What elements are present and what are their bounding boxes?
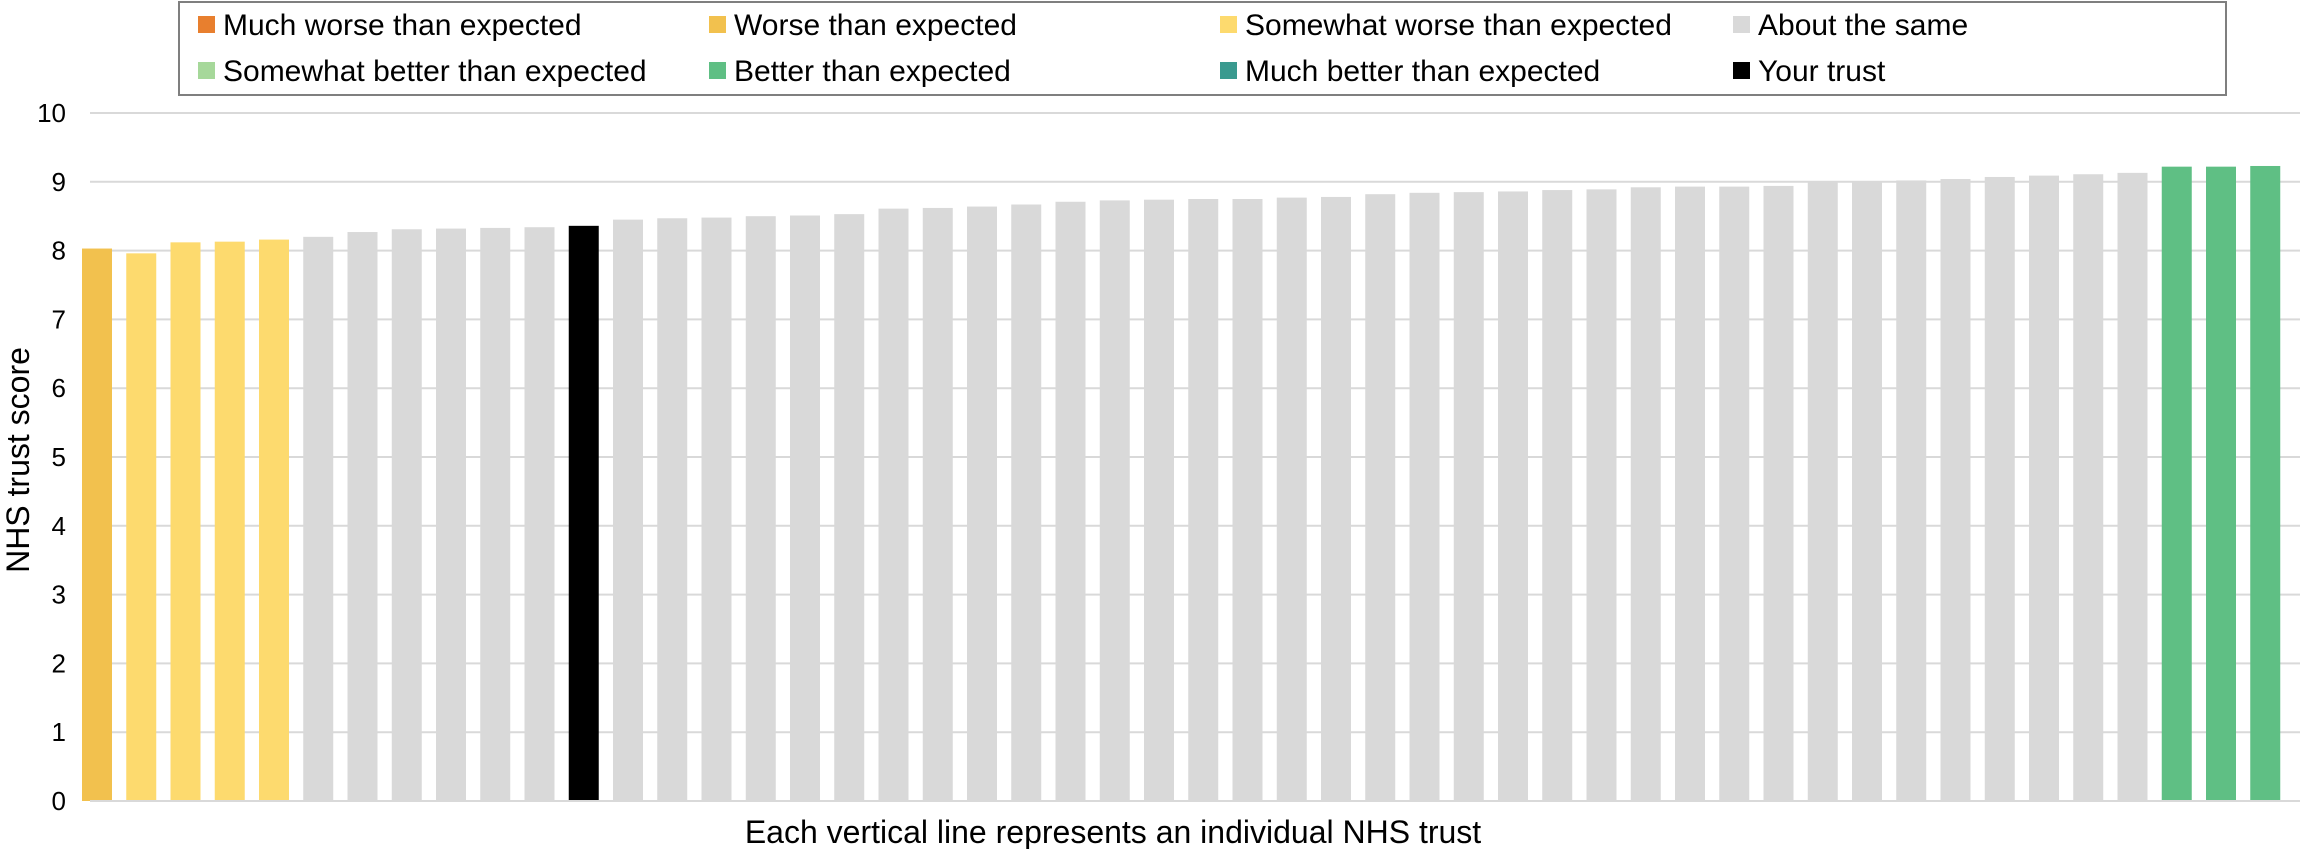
bar — [1232, 199, 1263, 801]
bar — [1630, 187, 1661, 802]
bar — [2161, 166, 2192, 801]
bar — [347, 232, 378, 801]
legend-box — [178, 1, 2227, 96]
bar — [303, 236, 334, 802]
bar — [1498, 191, 1528, 801]
bar — [524, 227, 555, 801]
bar — [1453, 192, 1484, 801]
bar — [1276, 197, 1307, 801]
legend-label: About the same — [1758, 9, 1968, 42]
legend-label: Much worse than expected — [223, 9, 582, 42]
legend-swatch — [1220, 16, 1237, 33]
bar — [568, 225, 599, 801]
bar — [1984, 176, 2015, 802]
y-tick-label: 4 — [52, 511, 66, 541]
legend: Much worse than expected Worse than expec… — [178, 1, 2227, 96]
legend-swatch — [198, 16, 215, 33]
legend-label: Somewhat worse than expected — [1245, 9, 1672, 42]
bar — [1144, 199, 1174, 801]
bar — [436, 228, 466, 801]
bar — [2250, 165, 2281, 802]
bar — [82, 248, 112, 802]
legend-label: Somewhat better than expected — [223, 55, 647, 88]
bar — [1409, 192, 1440, 801]
legend-label: Better than expected — [734, 55, 1011, 88]
bar — [613, 219, 643, 801]
bar — [1763, 185, 1794, 801]
bar — [480, 227, 511, 801]
bar — [2206, 166, 2236, 801]
y-axis-ticks: 0 1 2 3 4 5 6 7 8 9 10 — [37, 98, 66, 816]
bar — [745, 216, 776, 801]
bar — [967, 206, 997, 801]
bar — [2117, 172, 2148, 802]
bar — [126, 253, 157, 802]
legend-swatch — [1733, 62, 1750, 79]
bar — [170, 242, 201, 802]
bars — [82, 165, 2281, 802]
bar — [391, 229, 422, 801]
y-tick-label: 10 — [37, 98, 66, 128]
y-tick-label: 0 — [52, 786, 66, 816]
bar — [834, 214, 865, 801]
y-tick-label: 9 — [52, 167, 66, 197]
bar — [922, 207, 953, 801]
bar — [1365, 194, 1396, 801]
bar — [1586, 189, 1617, 801]
legend-label: Worse than expected — [734, 9, 1017, 42]
y-tick-label: 6 — [52, 373, 66, 403]
bar — [701, 217, 732, 801]
legend-swatch — [709, 16, 726, 33]
legend-swatch — [1733, 16, 1750, 33]
bar — [1940, 179, 1971, 802]
bar — [1852, 181, 1882, 802]
legend-label: Much better than expected — [1245, 55, 1600, 88]
bar — [2073, 174, 2104, 802]
bar — [1321, 196, 1351, 801]
y-tick-label: 1 — [52, 717, 66, 747]
y-axis-title: NHS trust score — [0, 347, 36, 573]
bar — [657, 218, 688, 801]
bar — [1011, 204, 1042, 801]
bar — [1055, 201, 1086, 801]
bar — [214, 241, 245, 801]
bar — [1675, 186, 1705, 801]
x-axis-title: Each vertical line represents an individ… — [745, 814, 1481, 849]
y-tick-label: 5 — [52, 442, 66, 472]
bar — [1099, 200, 1130, 801]
y-tick-label: 8 — [52, 236, 66, 266]
legend-swatch — [1220, 62, 1237, 79]
bar — [1719, 186, 1750, 801]
bar — [2029, 175, 2059, 802]
legend-swatch — [709, 62, 726, 79]
y-tick-label: 3 — [52, 580, 66, 610]
bar — [259, 239, 289, 802]
bar — [790, 215, 820, 801]
legend-swatch — [198, 62, 215, 79]
bar — [1896, 180, 1927, 802]
legend-label: Your trust — [1758, 55, 1886, 88]
bar — [1188, 199, 1219, 801]
y-tick-label: 2 — [52, 648, 66, 678]
y-tick-label: 7 — [52, 304, 66, 334]
bar — [878, 208, 909, 801]
bar — [1807, 181, 1838, 802]
bar — [1542, 190, 1573, 801]
